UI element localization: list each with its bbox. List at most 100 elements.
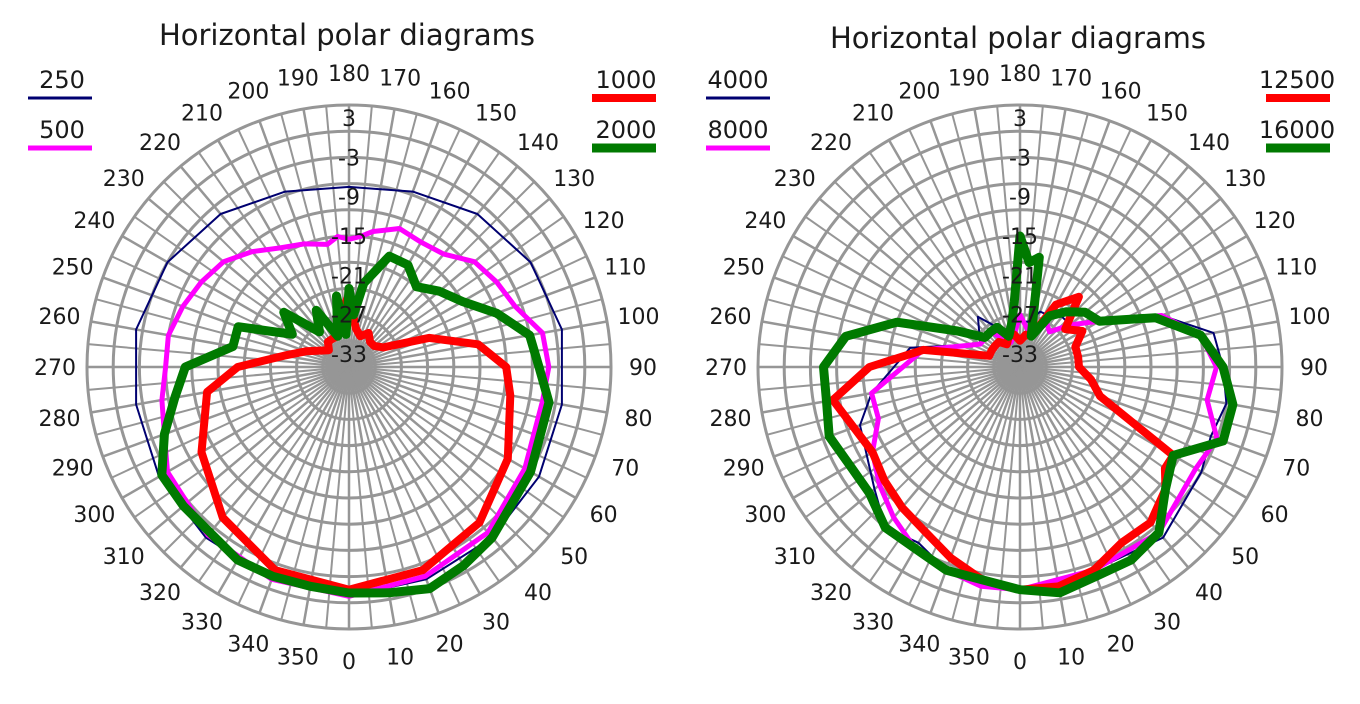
angle-label-110: 110 — [604, 255, 646, 280]
series-line-16000 — [819, 231, 1238, 598]
angle-label-320: 320 — [139, 581, 181, 606]
legend-label-1000: 1000 — [595, 66, 656, 94]
angle-label-180: 180 — [999, 62, 1041, 87]
radial-label: -21 — [331, 264, 367, 289]
angle-label-330: 330 — [852, 611, 894, 636]
angle-label-100: 100 — [618, 305, 660, 330]
grid-spoke — [348, 113, 418, 368]
angle-label-320: 320 — [810, 581, 852, 606]
grid-spoke — [95, 298, 350, 368]
angle-label-290: 290 — [723, 457, 765, 482]
angle-label-20: 20 — [436, 632, 464, 657]
grid-spoke — [761, 320, 1021, 369]
grid-spoke — [1019, 366, 1222, 537]
angle-label-110: 110 — [1275, 255, 1317, 280]
grid-spoke — [758, 343, 1021, 368]
angle-label-90: 90 — [1300, 356, 1328, 381]
angle-label-170: 170 — [379, 67, 421, 92]
grid-spoke — [348, 365, 577, 500]
angle-label-150: 150 — [475, 101, 517, 126]
legend-label-500: 500 — [39, 116, 85, 144]
grid-spoke — [102, 365, 350, 458]
grid-spoke — [782, 366, 1021, 479]
grid-spoke — [348, 366, 587, 479]
grid-spoke — [887, 366, 1022, 595]
angle-label-120: 120 — [1254, 209, 1296, 234]
angle-label-60: 60 — [590, 503, 618, 528]
radial-label: -3 — [1009, 146, 1031, 171]
grid-spoke — [1019, 197, 1222, 368]
angle-label-340: 340 — [227, 632, 269, 657]
grid-spoke — [761, 365, 1021, 414]
radial-label: -15 — [331, 225, 367, 250]
angle-label-240: 240 — [744, 209, 786, 234]
grid-spoke — [782, 255, 1021, 368]
legend-label-8000: 8000 — [707, 116, 768, 144]
angle-label-260: 260 — [39, 305, 81, 330]
angle-label-300: 300 — [73, 503, 115, 528]
angle-label-50: 50 — [1231, 545, 1259, 570]
angle-label-200: 200 — [227, 80, 269, 105]
angle-label-70: 70 — [611, 457, 639, 482]
angle-label-200: 200 — [898, 80, 940, 105]
angle-label-300: 300 — [744, 503, 786, 528]
angle-label-280: 280 — [39, 407, 81, 432]
grid-spoke — [1019, 365, 1248, 500]
angle-label-270: 270 — [705, 356, 747, 381]
grid-spoke — [348, 197, 551, 368]
grid-spoke — [908, 366, 1021, 605]
grid-spoke — [147, 197, 350, 368]
angle-label-40: 40 — [524, 581, 552, 606]
radial-label: -21 — [1002, 264, 1038, 289]
radial-label: -9 — [1009, 186, 1031, 211]
grid-spoke — [804, 366, 1021, 519]
grid-spoke — [792, 365, 1021, 500]
grid-spoke — [1019, 181, 1206, 368]
radial-label: -27 — [331, 304, 367, 329]
grid-spoke — [1019, 215, 1236, 368]
grid-spoke — [766, 366, 1021, 436]
grid-spoke — [348, 165, 519, 368]
grid-spoke — [95, 366, 350, 436]
angle-label-160: 160 — [429, 80, 471, 105]
series-line-8000 — [869, 312, 1220, 593]
angle-label-330: 330 — [181, 611, 223, 636]
grid-spoke — [818, 366, 1021, 537]
radial-label: -15 — [1002, 225, 1038, 250]
angle-label-80: 80 — [625, 407, 653, 432]
grid-spoke — [773, 365, 1021, 458]
angle-label-340: 340 — [898, 632, 940, 657]
radial-label: 3 — [1013, 107, 1027, 132]
grid-spoke — [1019, 151, 1172, 368]
angle-label-220: 220 — [810, 131, 852, 156]
radial-label: -33 — [1002, 343, 1038, 368]
grid-spoke — [111, 366, 350, 479]
angle-label-250: 250 — [723, 255, 765, 280]
angle-label-60: 60 — [1261, 503, 1289, 528]
chart-title: Horizontal polar diagrams — [159, 18, 535, 52]
grid-spoke — [850, 366, 1021, 569]
angle-label-30: 30 — [482, 611, 510, 636]
angle-label-220: 220 — [139, 131, 181, 156]
grid-spoke — [348, 181, 535, 368]
chart-title: Horizontal polar diagrams — [830, 21, 1206, 55]
angle-label-270: 270 — [34, 356, 76, 381]
angle-label-310: 310 — [103, 545, 145, 570]
angle-label-70: 70 — [1282, 457, 1310, 482]
angle-label-180: 180 — [328, 62, 370, 87]
angle-label-20: 20 — [1107, 632, 1135, 657]
angle-label-350: 350 — [948, 646, 990, 671]
grid-spoke — [348, 298, 603, 368]
angle-label-280: 280 — [710, 407, 752, 432]
grid-spoke — [348, 366, 611, 391]
grid-spoke — [348, 215, 565, 368]
angle-label-0: 0 — [342, 650, 356, 675]
angle-label-80: 80 — [1296, 407, 1324, 432]
angle-label-50: 50 — [560, 545, 588, 570]
radial-label: -3 — [338, 146, 360, 171]
grid-spoke — [929, 120, 1022, 368]
angle-label-150: 150 — [1146, 101, 1188, 126]
grid-spoke — [1019, 366, 1206, 553]
